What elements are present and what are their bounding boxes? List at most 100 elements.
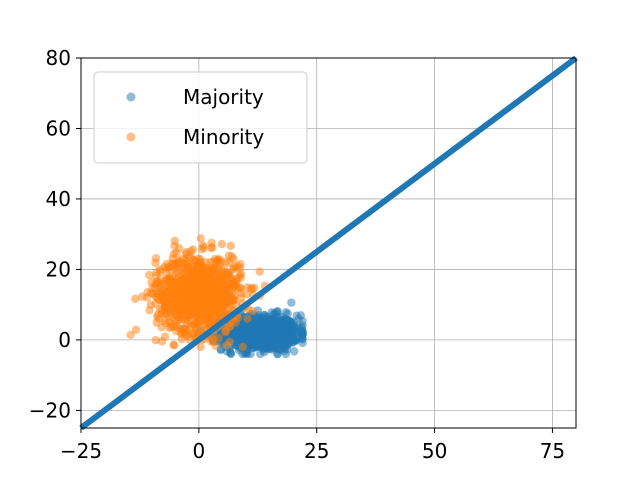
data-point — [180, 268, 189, 277]
data-point — [181, 307, 190, 316]
x-tick-label: 75 — [540, 439, 565, 463]
data-point — [273, 344, 282, 353]
data-point — [174, 307, 184, 316]
data-point — [238, 342, 248, 352]
data-point — [210, 305, 220, 314]
legend-label: Minority — [183, 125, 264, 149]
legend-label: Majority — [183, 85, 264, 109]
data-point — [145, 305, 154, 315]
legend-marker — [126, 132, 136, 142]
data-point — [250, 283, 259, 292]
y-tick-label: 40 — [46, 187, 71, 211]
data-point — [287, 298, 296, 307]
data-point — [145, 270, 154, 280]
data-point — [213, 255, 223, 265]
data-point — [188, 288, 198, 297]
legend: Majority Minority — [93, 71, 308, 164]
legend-box — [93, 71, 308, 164]
data-point — [236, 269, 246, 279]
data-point — [169, 340, 178, 350]
data-point — [208, 243, 217, 252]
data-point — [230, 295, 239, 305]
data-point — [294, 314, 303, 324]
data-point — [186, 247, 196, 256]
data-point — [228, 279, 238, 289]
data-point — [222, 257, 231, 266]
data-point — [160, 332, 170, 341]
data-point — [131, 294, 140, 304]
data-point — [151, 336, 160, 345]
data-point — [183, 296, 192, 306]
data-point — [242, 328, 252, 338]
data-point — [291, 336, 301, 345]
data-point — [298, 330, 307, 339]
y-tick-label: 20 — [46, 257, 71, 281]
data-point — [160, 296, 170, 306]
x-tick-label: −25 — [60, 439, 102, 463]
x-tick-label: 50 — [422, 439, 447, 463]
data-point — [126, 330, 135, 340]
data-point — [181, 329, 190, 338]
data-point — [196, 234, 205, 243]
data-point — [283, 345, 292, 354]
data-point — [197, 308, 207, 317]
data-point — [254, 335, 263, 345]
data-point — [131, 325, 141, 335]
data-point — [220, 298, 229, 308]
data-point — [263, 326, 273, 335]
data-point — [255, 267, 264, 276]
y-tick-label: 60 — [46, 116, 71, 140]
data-point — [161, 318, 170, 328]
data-point — [280, 324, 289, 334]
data-point — [290, 328, 300, 338]
data-point — [221, 327, 230, 337]
data-point — [233, 261, 242, 271]
data-point — [154, 278, 164, 287]
data-point — [196, 255, 205, 264]
data-point — [153, 310, 163, 319]
data-point — [187, 320, 196, 329]
data-point — [188, 328, 198, 338]
data-point — [243, 314, 252, 323]
data-point — [201, 274, 210, 283]
data-point — [289, 347, 299, 356]
data-point — [222, 341, 231, 350]
data-point — [167, 305, 176, 314]
data-point — [174, 257, 183, 266]
data-point — [156, 266, 165, 276]
data-point — [209, 335, 218, 345]
data-point — [226, 348, 235, 357]
data-point — [203, 313, 212, 322]
data-point — [168, 293, 178, 302]
x-tick-label: 25 — [304, 439, 329, 463]
data-point — [151, 253, 161, 263]
data-point — [214, 264, 223, 273]
data-point — [185, 282, 194, 291]
data-point — [181, 255, 190, 265]
plot-frame — [80, 57, 577, 429]
reference-line — [79, 55, 578, 431]
axis-ticks: −25 0 25 50 75 −20 0 20 40 60 80 — [29, 46, 565, 463]
data-point — [269, 319, 278, 329]
data-point — [198, 241, 208, 250]
data-point — [193, 296, 202, 305]
y-tick-label: 0 — [58, 328, 71, 352]
data-point — [227, 252, 237, 261]
data-point — [170, 236, 180, 246]
data-point — [177, 278, 186, 288]
data-point — [168, 261, 178, 271]
data-point — [277, 335, 286, 345]
data-point — [268, 334, 278, 343]
y-tick-label: 80 — [46, 46, 71, 70]
data-point — [198, 283, 208, 293]
data-point — [218, 281, 227, 291]
data-point — [226, 241, 235, 251]
data-point — [194, 265, 203, 274]
data-point — [164, 285, 174, 294]
reference-line-path — [79, 55, 578, 431]
data-point — [205, 287, 214, 296]
data-point — [196, 342, 205, 352]
data-point — [222, 289, 231, 299]
scatter-points — [126, 234, 307, 359]
x-tick-label: 0 — [192, 439, 205, 463]
